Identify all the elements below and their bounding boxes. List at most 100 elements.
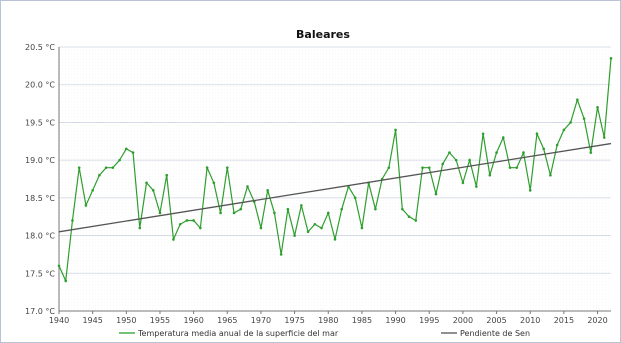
temperature-data-point [576,98,579,102]
x-tick-label: 1970 [251,316,271,325]
temperature-data-point [145,181,148,185]
temperature-data-point [273,211,276,215]
temperature-data-point [353,196,357,200]
temperature-data-point [569,121,572,124]
temperature-data-point [239,207,243,211]
x-tick-label: 1995 [419,316,439,325]
temperature-data-point [158,211,162,215]
y-tick-label: 20.0 °C [25,81,55,90]
x-tick-label: 1955 [150,316,170,325]
temperature-data-point [542,147,545,151]
x-tick-label: 2015 [554,316,574,325]
y-tick-label: 19.0 °C [25,156,55,165]
temperature-data-point [71,219,74,222]
temperature-data-point [172,238,175,241]
temperature-data-point [300,204,303,207]
temperature-data-point [333,238,337,241]
temperature-data-point [104,166,108,169]
temperature-data-point [401,207,404,211]
temperature-data-point [448,151,451,154]
temperature-data-point [199,226,202,230]
x-tick-label: 2000 [453,316,473,325]
temperature-data-point [192,219,195,222]
temperature-data-point [488,173,492,177]
temperature-data-point [64,279,68,283]
temperature-data-point [522,151,525,154]
x-tick-label: 1975 [284,316,304,325]
y-tick-label: 17.0 °C [25,307,55,316]
temperature-data-point [212,181,216,185]
temperature-data-point [84,204,88,207]
temperature-data-point [360,226,364,230]
temperature-data-point [320,226,323,230]
temperature-data-point [118,158,121,162]
temperature-data-point [125,147,128,151]
x-tick-label: 1980 [318,316,338,325]
y-tick-label: 20.5 °C [25,43,55,52]
y-tick-label: 19.5 °C [25,118,55,127]
temperature-data-point [340,207,344,211]
temperature-data-point [225,166,229,169]
x-tick-label: 1985 [352,316,372,325]
x-tick-label: 2005 [486,316,506,325]
temperature-data-point [414,219,418,222]
y-tick-label: 17.5 °C [25,269,55,278]
temperature-data-point [441,162,445,166]
temperature-data-point [57,264,61,268]
temperature-data-point [306,230,310,234]
temperature-data-point [219,211,222,215]
temperature-data-point [138,226,142,230]
temperature-data-point [259,226,263,230]
temperature-data-point [205,166,209,169]
y-tick-label: 18.5 °C [25,194,55,203]
temperature-data-point [326,211,330,215]
chart-title: Baleares [296,28,350,41]
temperature-data-point [421,166,424,169]
temperature-data-point [387,166,391,169]
temperature-data-point [481,132,485,136]
temperature-data-point [562,128,566,132]
temperature-data-point [178,222,182,226]
temperature-data-point [434,192,438,196]
x-tick-label: 1945 [82,316,102,325]
x-tick-label: 2020 [587,316,607,325]
x-tick-label: 1990 [385,316,405,325]
x-tick-label: 1965 [217,316,237,325]
temperature-data-point [609,57,613,60]
temperature-data-point [515,166,519,169]
temperature-data-point [286,207,290,211]
temperature-data-point [165,173,169,177]
temperature-data-point [495,151,498,154]
temperature-data-point [508,166,512,169]
temperature-data-point [427,166,431,169]
temperature-data-point [461,181,465,185]
sen-slope-line [58,142,612,233]
temperature-data-point [394,128,397,132]
temperature-data-point [185,219,189,222]
grid-layer [59,46,611,274]
temperature-data-point [596,106,599,109]
temperature-data-point [293,234,296,237]
temperature-data-point [602,136,606,139]
temperature-data-point [407,215,411,219]
temperature-data-point [501,136,505,139]
x-tick-label: 1950 [116,316,136,325]
temperature-data-point [246,185,249,188]
temperature-data-point [468,158,471,162]
legend-label-temperature: Temperatura media anual de la superficie… [137,329,339,338]
y-tick-label: 18.0 °C [25,232,55,241]
x-tick-label: 1940 [49,316,69,325]
series-layer [57,57,613,284]
temperature-data-point [77,166,81,169]
temperature-data-point [313,222,317,226]
legend: Temperatura media anual de la superficie… [119,329,530,338]
temperature-data-point [266,189,269,192]
temperature-data-point [131,151,135,154]
temperature-data-point [582,117,586,120]
legend-label-sen-slope: Pendiente de Sen [460,329,530,338]
temperature-data-point [279,253,283,256]
temperature-data-point [98,173,101,177]
temperature-data-point [454,158,458,162]
